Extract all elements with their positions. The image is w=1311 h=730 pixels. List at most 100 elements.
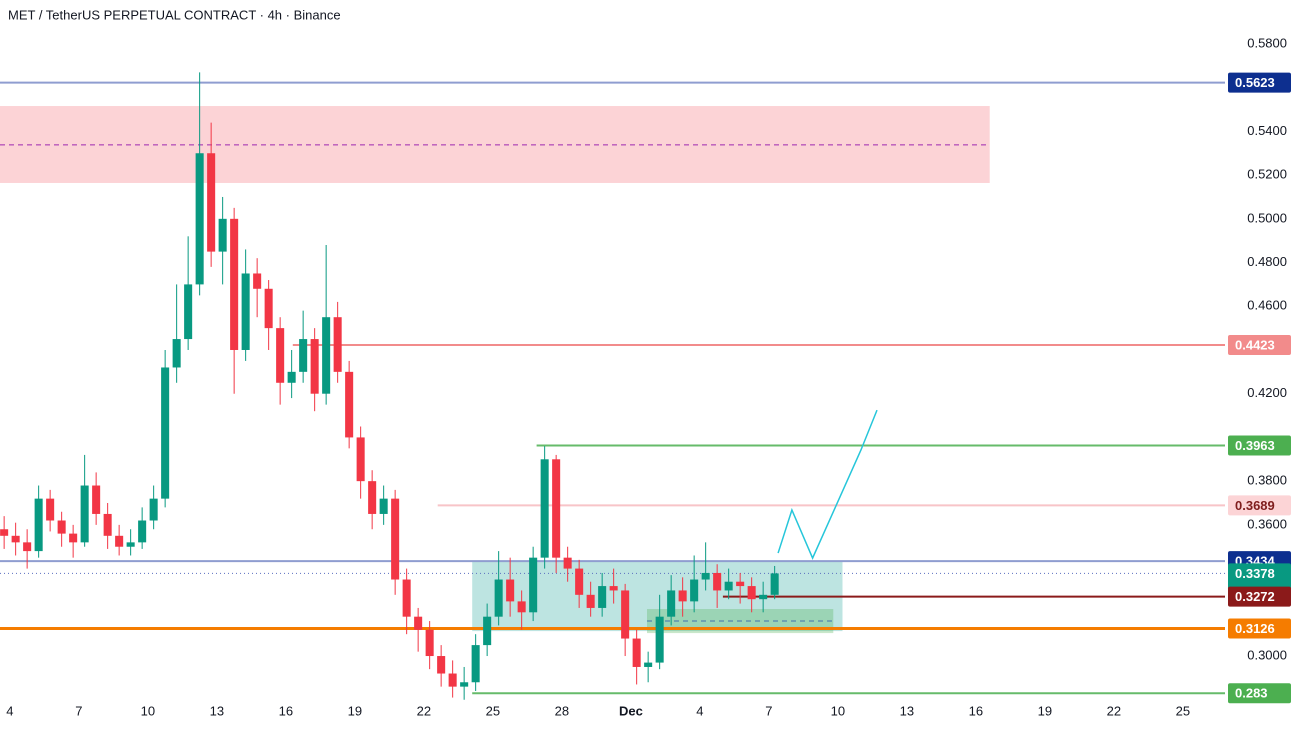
candle-body xyxy=(379,498,388,514)
candle-body xyxy=(149,498,158,521)
candle-body xyxy=(598,586,607,608)
candle-body xyxy=(506,579,515,602)
candle-body xyxy=(483,616,492,646)
candle-body xyxy=(690,579,699,602)
candle-body xyxy=(46,498,55,521)
candle-body xyxy=(253,273,262,289)
candle-body xyxy=(724,581,733,591)
candle-body xyxy=(230,218,239,350)
x-tick-label: Dec xyxy=(619,703,643,718)
x-tick-label: 19 xyxy=(348,703,362,718)
candle-body xyxy=(345,371,354,438)
x-tick-label: 4 xyxy=(696,703,703,718)
candle-body xyxy=(368,481,377,514)
candle-body xyxy=(586,594,595,608)
candle-body xyxy=(471,645,480,683)
price-tag xyxy=(1228,334,1291,355)
y-tick-label: 0.3600 xyxy=(1247,516,1287,531)
x-tick-label: 13 xyxy=(900,703,914,718)
candle-body xyxy=(322,317,331,394)
price-tag-label: 0.4423 xyxy=(1235,337,1275,352)
candle-body xyxy=(678,590,687,602)
candle-body xyxy=(460,682,469,687)
candle-body xyxy=(655,616,664,663)
candle-body xyxy=(310,339,319,394)
candle-body xyxy=(356,437,365,482)
candle-body xyxy=(644,662,653,667)
price-tag-label: 0.283 xyxy=(1235,686,1268,701)
candle-body xyxy=(207,153,216,252)
x-tick-label: 16 xyxy=(969,703,983,718)
price-tag-label: 0.3126 xyxy=(1235,621,1275,636)
candle-body xyxy=(425,629,434,657)
x-tick-label: 10 xyxy=(141,703,155,718)
candle-body xyxy=(621,590,630,639)
y-tick-label: 0.4600 xyxy=(1247,298,1287,313)
candle-body xyxy=(529,557,538,613)
candle-body xyxy=(299,339,308,372)
candle-body xyxy=(161,367,170,499)
chart-title: MET / TetherUS PERPETUAL CONTRACT · 4h ·… xyxy=(8,7,341,22)
candle-body xyxy=(552,459,561,558)
candle-body xyxy=(57,520,66,534)
candle-body xyxy=(713,572,722,591)
candle-body xyxy=(414,616,423,630)
price-tag-label: 0.3963 xyxy=(1235,438,1275,453)
candle-body xyxy=(402,579,411,617)
price-tag xyxy=(1228,435,1291,456)
candle-body xyxy=(11,535,20,543)
y-tick-label: 0.4800 xyxy=(1247,254,1287,269)
price-tag xyxy=(1228,495,1291,516)
candle-body xyxy=(437,656,446,674)
candle-body xyxy=(333,317,342,372)
x-tick-label: 28 xyxy=(555,703,569,718)
candle-body xyxy=(69,533,78,543)
candle-body xyxy=(115,535,124,547)
price-tag-label: 0.3689 xyxy=(1235,498,1275,513)
y-tick-label: 0.3000 xyxy=(1247,647,1287,662)
plot xyxy=(0,72,1225,700)
candle-body xyxy=(80,485,89,543)
x-tick-label: 10 xyxy=(831,703,845,718)
x-tick-label: 7 xyxy=(765,703,772,718)
candle-body xyxy=(667,590,676,617)
candle-body xyxy=(126,542,135,547)
candle-body xyxy=(287,371,296,383)
candle-body xyxy=(759,594,768,600)
candle-body xyxy=(575,568,584,595)
x-tick-label: 16 xyxy=(279,703,293,718)
y-tick-label: 0.3800 xyxy=(1247,473,1287,488)
price-tag xyxy=(1228,683,1291,704)
candle-body xyxy=(92,485,101,514)
candle-body xyxy=(172,339,181,368)
candle-body xyxy=(563,557,572,569)
y-tick-label: 0.4200 xyxy=(1247,385,1287,400)
candle-body xyxy=(494,579,503,617)
candle-body xyxy=(34,498,43,552)
candle-body xyxy=(264,288,273,329)
candle-body xyxy=(195,153,204,285)
candle-body xyxy=(770,573,779,595)
candle-body xyxy=(736,581,745,587)
price-tag xyxy=(1228,586,1291,607)
x-tick-label: 22 xyxy=(417,703,431,718)
price-tag xyxy=(1228,72,1291,93)
y-tick-label: 0.5800 xyxy=(1247,35,1287,50)
x-tick-label: 19 xyxy=(1038,703,1052,718)
x-tick-label: 25 xyxy=(486,703,500,718)
x-tick-label: 25 xyxy=(1176,703,1190,718)
y-tick-label: 0.5000 xyxy=(1247,210,1287,225)
candle-body xyxy=(241,273,250,350)
candle-body xyxy=(184,284,193,340)
x-tick-label: 4 xyxy=(6,703,13,718)
candle-body xyxy=(701,572,710,580)
price-tag-label: 0.3272 xyxy=(1235,589,1275,604)
candle-body xyxy=(540,459,549,558)
x-tick-label: 13 xyxy=(210,703,224,718)
candle-body xyxy=(609,586,618,591)
candle-body xyxy=(23,542,32,552)
drawing-line xyxy=(777,409,878,560)
x-tick-label: 22 xyxy=(1107,703,1121,718)
